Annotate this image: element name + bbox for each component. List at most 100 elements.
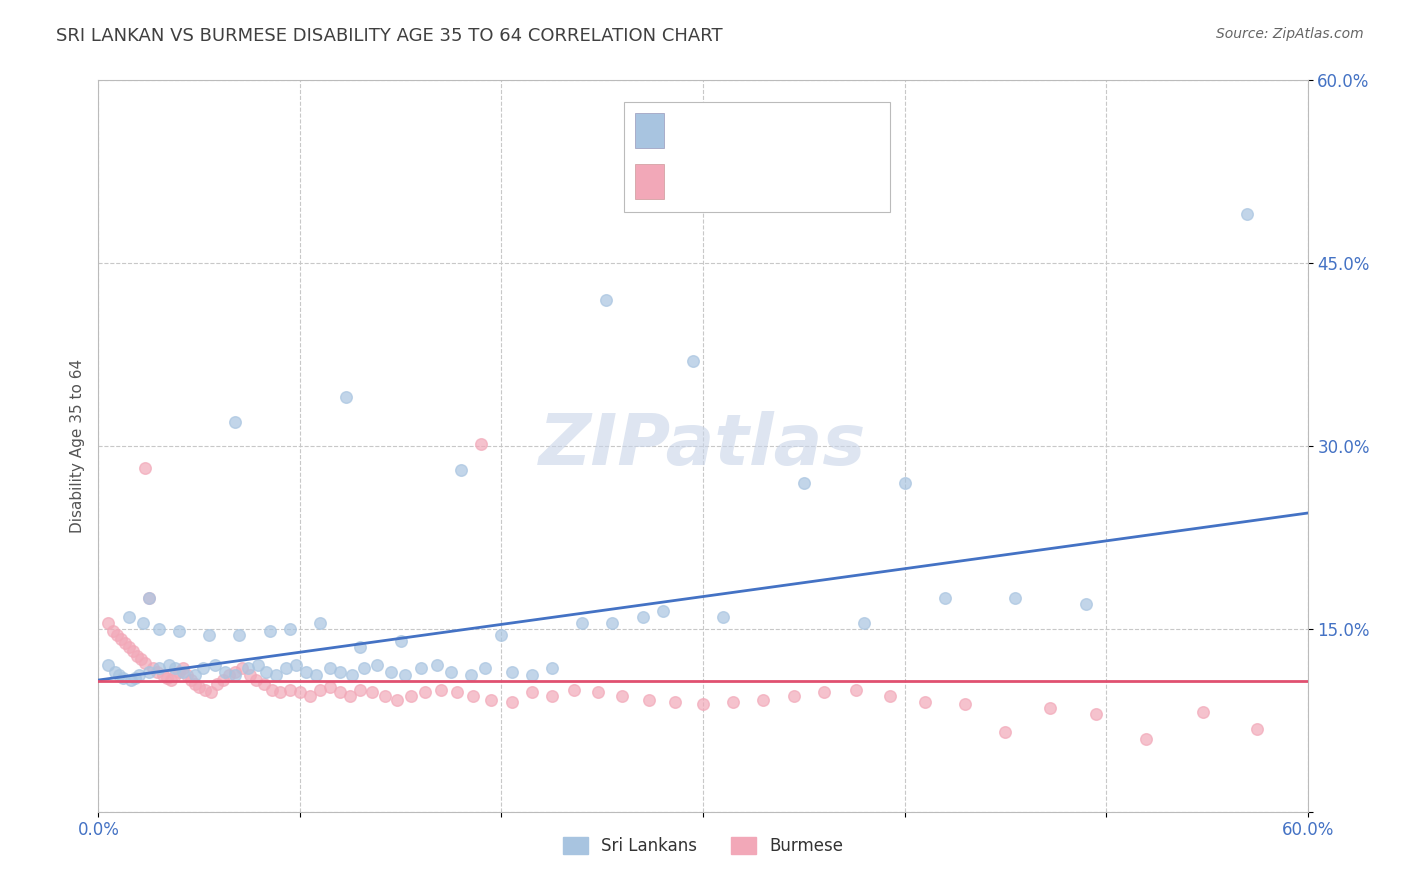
Point [309, 682, 332, 697]
Point [413, 685, 436, 699]
Point [711, 609, 734, 624]
Point [319, 661, 342, 675]
Point [142, 661, 165, 675]
Point [723, 695, 745, 709]
Point [97, 615, 120, 630]
Point [278, 622, 301, 636]
Point [335, 390, 357, 404]
Point [540, 689, 562, 703]
Point [204, 658, 226, 673]
Point [342, 668, 364, 682]
Point [111, 671, 134, 685]
Point [349, 682, 371, 697]
Point [602, 615, 624, 630]
Point [474, 661, 496, 675]
Point [1085, 707, 1108, 722]
Point [134, 461, 156, 475]
Point [264, 668, 287, 682]
Point [259, 624, 281, 639]
Point [520, 668, 543, 682]
Point [224, 668, 246, 682]
Point [349, 640, 371, 655]
Point [212, 673, 235, 687]
Point [148, 661, 170, 675]
Point [146, 665, 169, 679]
Point [184, 668, 207, 682]
Point [224, 665, 246, 679]
Point [1191, 705, 1213, 719]
Point [288, 685, 311, 699]
Point [163, 661, 186, 675]
Point [1135, 731, 1157, 746]
Point [207, 676, 229, 690]
Point [651, 603, 673, 617]
Point [329, 685, 352, 699]
Point [399, 689, 422, 703]
Text: Source: ZipAtlas.com: Source: ZipAtlas.com [1216, 27, 1364, 41]
Point [879, 689, 901, 703]
Point [110, 632, 132, 646]
Point [163, 668, 186, 682]
Point [481, 692, 503, 706]
Point [253, 676, 276, 690]
Point [501, 695, 523, 709]
Legend: Sri Lankans, Burmese: Sri Lankans, Burmese [557, 830, 849, 862]
Point [118, 640, 141, 655]
Point [231, 661, 253, 675]
Point [813, 685, 835, 699]
Point [120, 673, 142, 687]
Point [200, 685, 222, 699]
Point [631, 609, 654, 624]
Point [612, 689, 634, 703]
Point [460, 668, 482, 682]
Point [176, 668, 198, 682]
Point [595, 293, 617, 307]
Point [246, 658, 269, 673]
Point [389, 634, 412, 648]
Point [682, 353, 704, 368]
Point [1039, 701, 1062, 715]
Point [97, 658, 120, 673]
Point [339, 689, 361, 703]
Point [156, 671, 179, 685]
Point [160, 673, 183, 687]
Point [121, 644, 143, 658]
Point [269, 685, 291, 699]
Text: SRI LANKAN VS BURMESE DISABILITY AGE 35 TO 64 CORRELATION CHART: SRI LANKAN VS BURMESE DISABILITY AGE 35 … [56, 27, 723, 45]
Point [132, 615, 155, 630]
Text: ZIPatlas: ZIPatlas [540, 411, 866, 481]
Point [167, 665, 190, 679]
Point [188, 681, 211, 695]
Point [409, 661, 432, 675]
Point [167, 624, 190, 639]
Point [103, 665, 125, 679]
Point [138, 591, 160, 606]
Point [299, 689, 322, 703]
Point [218, 668, 240, 682]
Point [198, 628, 221, 642]
Point [1236, 207, 1258, 221]
Point [366, 658, 388, 673]
Point [124, 671, 146, 685]
Point [430, 682, 453, 697]
Point [125, 648, 148, 663]
Point [128, 668, 150, 682]
Point [380, 665, 402, 679]
Point [374, 689, 396, 703]
Point [914, 695, 936, 709]
Point [446, 685, 468, 699]
Point [138, 665, 160, 679]
Point [138, 591, 160, 606]
Point [520, 685, 543, 699]
Point [129, 652, 152, 666]
Point [254, 665, 277, 679]
Point [305, 668, 328, 682]
Point [501, 665, 523, 679]
Point [224, 415, 246, 429]
Point [450, 463, 472, 477]
Point [107, 668, 129, 682]
Point [853, 615, 876, 630]
Point [426, 658, 449, 673]
Point [385, 692, 408, 706]
Point [470, 436, 492, 450]
